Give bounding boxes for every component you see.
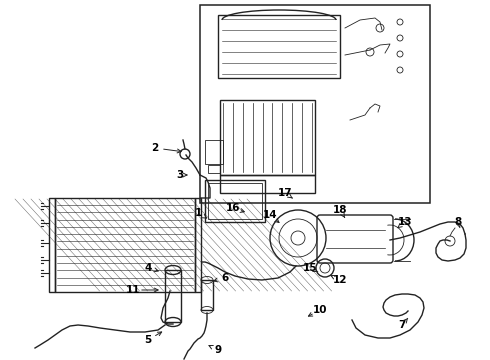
Text: 12: 12 <box>333 275 347 285</box>
Bar <box>195 198 201 292</box>
Text: 17: 17 <box>278 188 293 198</box>
Text: 4: 4 <box>145 263 152 273</box>
Text: 18: 18 <box>333 205 347 215</box>
Text: 2: 2 <box>151 143 159 153</box>
Bar <box>205 140 223 164</box>
Bar <box>205 180 265 222</box>
Bar <box>201 280 213 310</box>
Bar <box>49 198 55 292</box>
Text: 16: 16 <box>226 203 240 213</box>
Text: 11: 11 <box>126 285 140 295</box>
Bar <box>220 175 315 193</box>
Bar <box>208 165 220 173</box>
Bar <box>55 198 195 292</box>
Text: 3: 3 <box>176 170 184 180</box>
Bar <box>220 100 315 175</box>
Text: 7: 7 <box>398 320 406 330</box>
Bar <box>208 183 262 219</box>
Bar <box>200 5 430 203</box>
Text: 15: 15 <box>303 263 317 273</box>
Text: 8: 8 <box>454 217 462 227</box>
Text: 14: 14 <box>263 210 277 220</box>
Text: 5: 5 <box>145 335 151 345</box>
Text: 10: 10 <box>313 305 327 315</box>
Text: 9: 9 <box>215 345 221 355</box>
Bar <box>218 15 340 78</box>
Text: 1: 1 <box>195 208 201 218</box>
Bar <box>165 270 181 322</box>
Text: 6: 6 <box>221 273 229 283</box>
Text: 13: 13 <box>398 217 412 227</box>
